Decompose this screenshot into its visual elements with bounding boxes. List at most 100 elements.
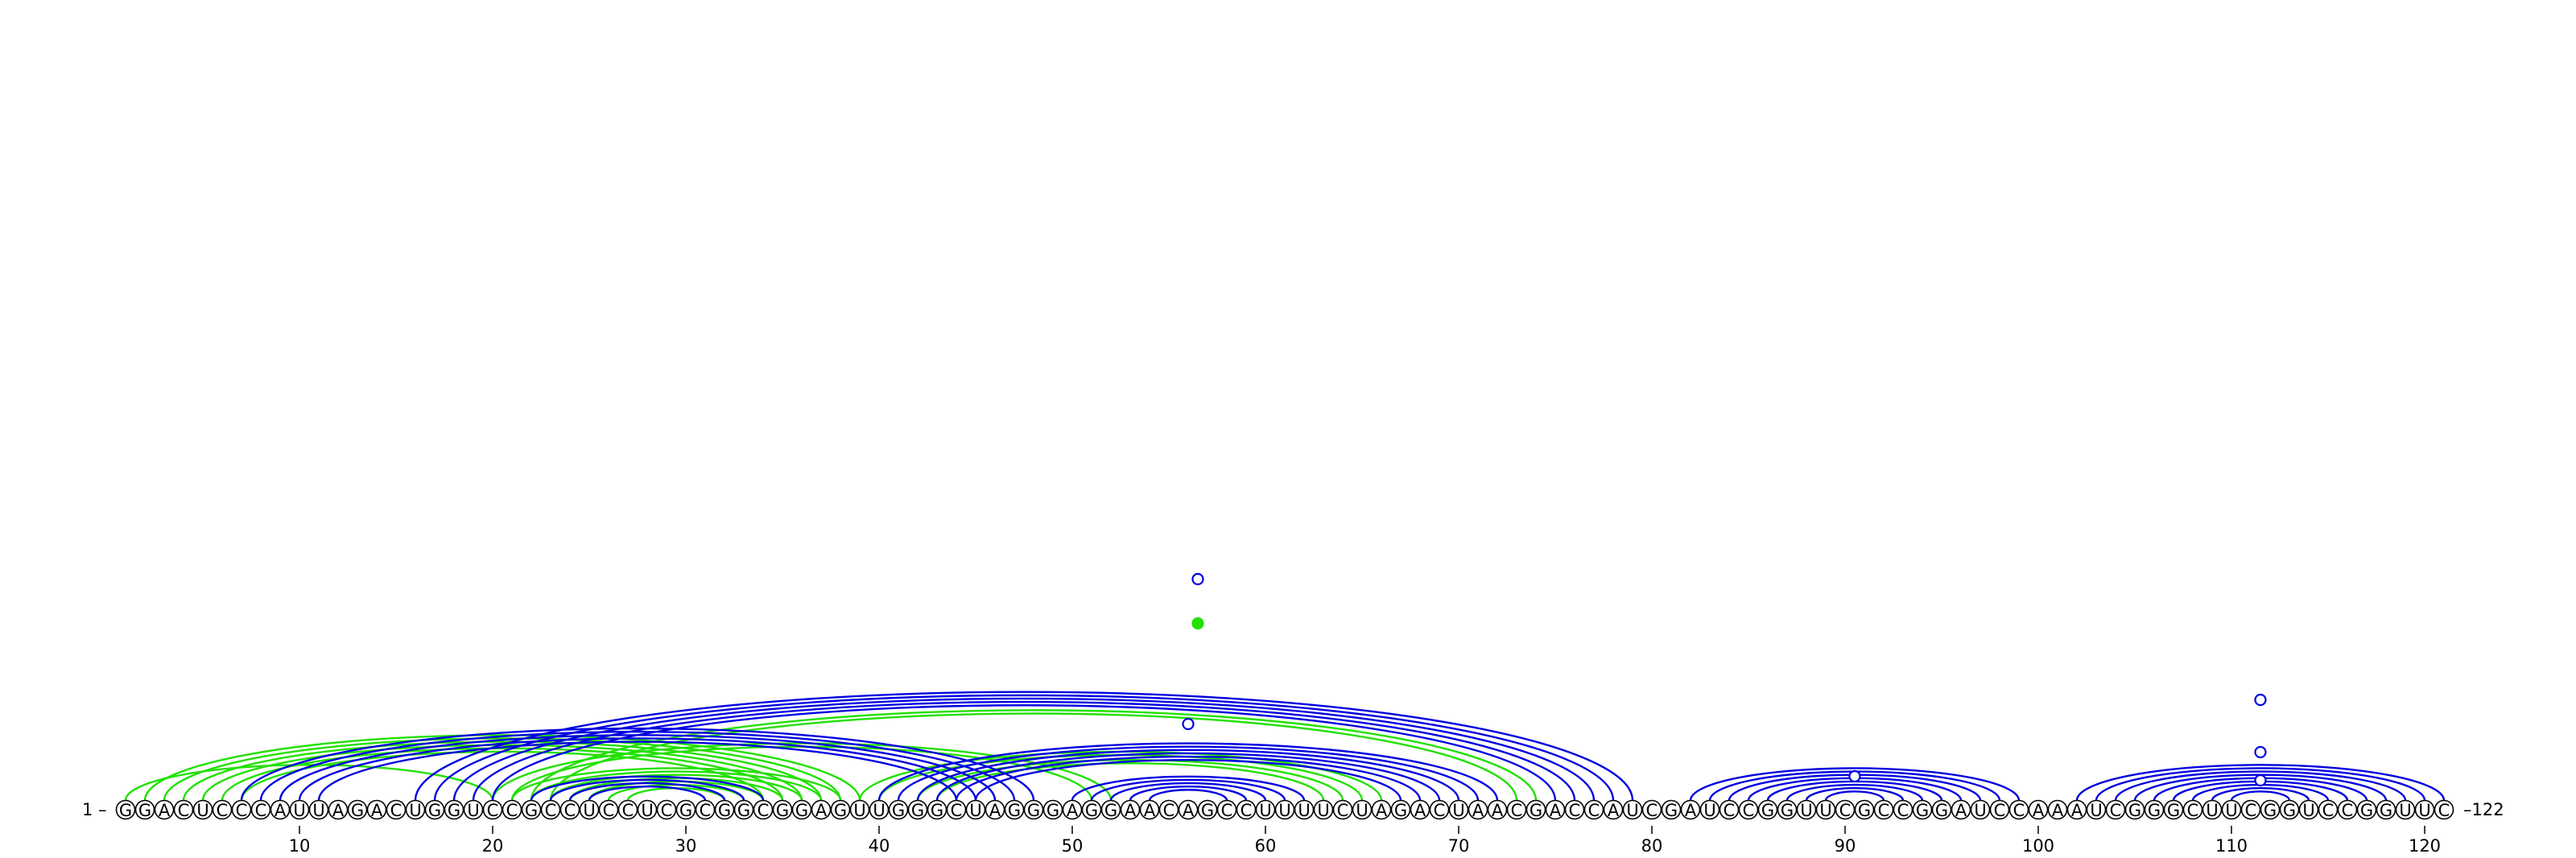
tick-label-60: 60 [1255,836,1277,856]
nucleotide-letter-80: C [1646,801,1658,820]
nucleotide-81: G [1661,799,1682,820]
blue-arc-10-45 [298,737,977,801]
nucleotide-circle-97 [1970,799,1991,820]
tick-label-30: 30 [675,836,697,856]
nucleotide-letter-98: C [1994,801,2006,820]
nucleotide-46: A [985,799,1005,820]
nucleotide-letter-33: G [737,801,750,820]
tick-label-100: 100 [2022,836,2054,856]
nucleotide-26: C [598,799,619,820]
nucleotide-1: G [115,799,136,820]
nucleotide-letter-53: A [1125,801,1137,820]
nucleotide-17: G [424,799,445,820]
tick-label-10: 10 [289,836,311,856]
nucleotide-letter-61: U [1278,801,1290,820]
nucleotide-75: A [1545,799,1566,820]
nucleotide-letter-32: G [718,801,731,820]
nucleotide-102: A [2066,799,2087,820]
nucleotide-letter-76: C [1569,801,1581,820]
nucleotide-circle-42 [907,799,928,820]
blue-arc-89-92 [1824,790,1885,801]
nucleotide-circle-9 [270,799,291,820]
blue-arc-41-71 [897,745,1480,801]
nucleotide-letter-100: A [2033,801,2045,820]
nucleotide-96: A [1951,799,1971,820]
green-arc-20-52 [491,742,1113,801]
nucleotide-93: C [1893,799,1913,820]
nucleotide-letter-96: A [1955,801,1967,820]
green-arc-42-64 [916,758,1344,801]
nucleotide-56: A [1178,799,1199,820]
nucleotide-letter-12: A [332,801,345,820]
nucleotide-42: G [907,799,928,820]
nucleotide-circle-88 [1796,799,1817,820]
nucleotide-112: G [2260,799,2281,820]
nucleotide-letter-50: A [1067,801,1079,820]
nucleotide-114: U [2298,799,2319,820]
nucleotide-circle-49 [1042,799,1063,820]
nucleotide-circle-5 [192,799,213,820]
nucleotide-45: U [965,799,986,820]
nucleotide-letter-46: A [989,801,1001,820]
nucleotide-circle-114 [2298,799,2319,820]
nucleotide-letter-37: A [815,801,828,820]
nucleotide-letter-7: C [236,801,248,820]
nucleotide-letter-26: C [603,801,615,820]
nucleotide-letter-66: A [1376,801,1388,820]
nucleotide-circle-27 [617,799,638,820]
green-arc-22-74 [530,709,1538,801]
green-arcs [124,709,1538,801]
nucleotide-118: G [2376,799,2396,820]
nucleotide-113: G [2279,799,2300,820]
nucleotide-circle-75 [1545,799,1566,820]
nucleotide-letter-23: C [545,801,557,820]
nucleotide-letter-83: U [1703,801,1715,820]
nucleotide-letter-110: U [2225,801,2237,820]
nucleotide-83: U [1699,799,1720,820]
nucleotide-19: U [463,799,484,820]
nucleotide-25: U [579,799,600,820]
nucleotide-circle-106 [2144,799,2165,820]
nucleotide-letter-47: G [1008,801,1021,820]
nucleotide-circle-2 [134,799,155,820]
nucleotide-letter-11: U [312,801,324,820]
nucleotide-63: U [1313,799,1334,820]
tick-label-70: 70 [1448,836,1470,856]
nucleotide-letter-119: U [2399,801,2411,820]
nucleotide-70: U [1448,799,1469,820]
nucleotide-letter-82: A [1685,801,1697,820]
nucleotide-55: C [1158,799,1179,820]
nucleotide-letter-97: U [1974,801,1986,820]
nucleotide-14: A [366,799,387,820]
nucleotide-circle-51 [1081,799,1102,820]
nucleotide-circle-41 [888,799,909,820]
blue-arc-19-76 [472,700,1576,801]
nucleotide-letter-94: G [1916,801,1929,820]
nucleotide-circle-64 [1332,799,1353,820]
nucleotide-38: G [830,799,851,820]
nucleotide-letter-68: A [1414,801,1426,820]
tick-label-80: 80 [1641,836,1663,856]
nucleotide-letter-89: U [1819,801,1831,820]
nucleotide-circle-68 [1410,799,1430,820]
nucleotide-letter-65: U [1356,801,1368,820]
nucleotide-letter-121: C [2438,801,2450,820]
position-ruler: 10 20 30 40 50 60 70 80 90 100 110 120 [289,826,2441,856]
nucleotide-64: C [1332,799,1353,820]
nucleotide-circle-120 [2414,799,2435,820]
nucleotide-34: C [753,799,774,820]
nucleotide-circle-103 [2086,799,2107,820]
nucleotide-18: G [444,799,464,820]
blue-arc-23-33 [549,778,745,801]
nucleotide-119: U [2395,799,2416,820]
nucleotide-letter-28: U [641,801,653,820]
nucleotide-66: A [1371,799,1392,820]
nucleotide-circle-110 [2221,799,2242,820]
nucleotide-circle-57 [1197,799,1218,820]
nucleotide-circle-77 [1583,799,1604,820]
nucleotide-76: C [1564,799,1585,820]
nucleotide-50: A [1062,799,1083,820]
nucleotide-circle-11 [308,799,329,820]
nucleotide-letter-13: G [351,801,364,820]
